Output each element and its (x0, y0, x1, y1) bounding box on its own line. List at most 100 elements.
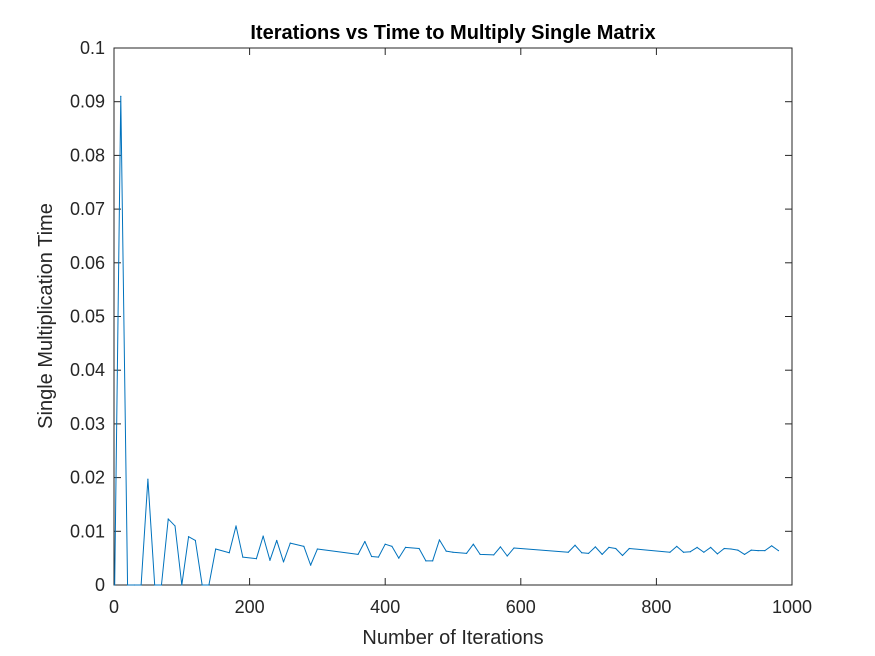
x-tick-label: 800 (641, 597, 671, 617)
y-axis-title: Single Multiplication Time (35, 203, 57, 429)
y-tick-label: 0.07 (70, 199, 105, 219)
data-point (757, 550, 759, 552)
series-points (114, 95, 780, 586)
data-point (174, 525, 176, 527)
data-point (120, 95, 122, 97)
data-point (499, 546, 502, 548)
data-point (282, 561, 285, 563)
data-point (269, 559, 271, 561)
data-point (133, 584, 135, 586)
data-point (208, 584, 210, 586)
data-point (750, 549, 752, 551)
data-point (465, 552, 468, 554)
data-point (398, 557, 400, 559)
data-point (160, 584, 163, 586)
data-point (777, 550, 780, 552)
data-point (181, 584, 183, 586)
data-point (418, 547, 420, 550)
x-tick-label: 200 (235, 597, 265, 617)
data-point (445, 550, 447, 552)
data-point (147, 478, 149, 480)
data-point (357, 553, 359, 555)
y-axis-ticks (114, 47, 792, 586)
data-point (513, 547, 515, 549)
data-point (615, 547, 617, 550)
data-point (669, 551, 671, 553)
data-point (276, 539, 278, 542)
data-point (472, 543, 474, 545)
data-point (289, 542, 291, 544)
data-point (574, 544, 576, 546)
data-point (114, 584, 116, 586)
x-axis-tick-labels: 0 200 400 600 800 1000 (109, 597, 812, 617)
y-tick-label: 0.03 (70, 414, 105, 434)
data-point (167, 518, 169, 520)
data-point (676, 545, 678, 547)
data-point (255, 558, 257, 560)
data-point (588, 552, 590, 554)
data-point (377, 556, 380, 558)
x-axis-title: Number of Iterations (362, 627, 543, 649)
data-point (310, 564, 312, 566)
data-point (126, 584, 129, 586)
data-point (689, 551, 691, 553)
x-tick-label: 1000 (772, 597, 812, 617)
data-point (187, 536, 190, 538)
data-point (371, 555, 373, 558)
data-point (303, 545, 305, 547)
data-point (621, 554, 624, 557)
data-point (201, 584, 203, 586)
data-point (154, 584, 156, 586)
data-point (696, 546, 698, 549)
data-point (262, 535, 264, 537)
data-point (452, 551, 454, 553)
data-point (228, 552, 230, 554)
data-point (404, 546, 407, 549)
data-point (764, 550, 766, 552)
y-tick-label: 0.06 (70, 253, 105, 273)
data-point (628, 547, 630, 550)
data-point (425, 560, 427, 562)
data-point (771, 545, 773, 547)
data-point (242, 556, 244, 558)
data-point (567, 551, 569, 553)
y-tick-label: 0.09 (70, 92, 105, 112)
data-point (581, 552, 583, 554)
data-point (493, 554, 495, 556)
data-point (316, 548, 318, 550)
data-point (194, 539, 196, 542)
y-axis-tick-labels: 0 0.01 0.02 0.03 0.04 0.05 0.06 0.07 0.08 0.09 0.1 (70, 38, 105, 595)
data-point (384, 543, 386, 545)
y-tick-label: 0.08 (70, 145, 105, 165)
x-tick-label: 0 (109, 597, 119, 617)
series-line (114, 95, 779, 586)
chart-title: Iterations vs Time to Multiply Single Ma… (250, 22, 655, 44)
data-point (235, 525, 237, 527)
data-point (479, 553, 481, 555)
x-axis-ticks (113, 48, 793, 585)
data-point (432, 560, 434, 562)
x-tick-label: 600 (506, 597, 536, 617)
data-point (140, 584, 142, 586)
y-tick-label: 0.01 (70, 521, 105, 541)
data-point (594, 546, 596, 548)
y-tick-label: 0.1 (80, 38, 105, 58)
data-point (710, 546, 712, 549)
data-point (438, 539, 441, 541)
y-tick-label: 0.02 (70, 468, 105, 488)
data-point (608, 546, 610, 549)
data-point (737, 549, 739, 551)
data-point (506, 555, 508, 557)
data-point (716, 553, 719, 555)
plot-area (113, 47, 793, 586)
data-point (703, 551, 705, 553)
data-point (682, 551, 685, 553)
y-tick-label: 0.04 (70, 360, 105, 380)
data-point (601, 553, 603, 555)
data-point (364, 540, 366, 543)
y-tick-label: 0 (95, 575, 105, 595)
data-point (743, 553, 746, 555)
data-point (391, 545, 393, 547)
